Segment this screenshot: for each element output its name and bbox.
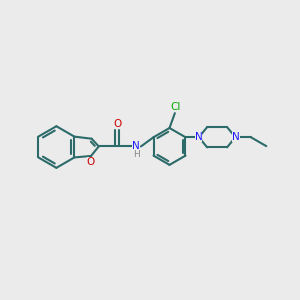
Text: H: H xyxy=(133,150,140,159)
Text: Cl: Cl xyxy=(171,102,181,112)
Text: N: N xyxy=(232,132,240,142)
Text: O: O xyxy=(113,118,121,128)
Text: N: N xyxy=(195,132,203,142)
Text: O: O xyxy=(87,158,95,167)
Text: N: N xyxy=(132,141,140,151)
